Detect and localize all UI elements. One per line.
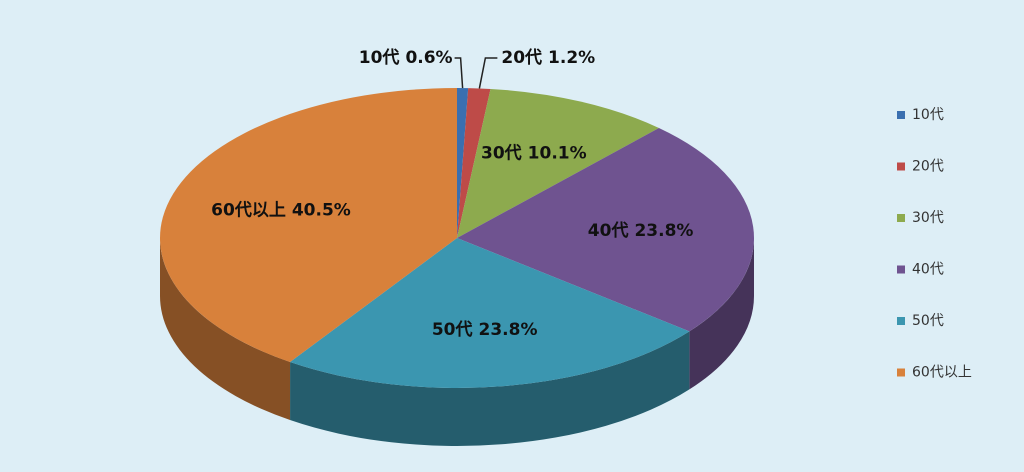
- leader-line: [478, 57, 498, 89]
- data-label: 20代 1.2%: [501, 47, 595, 68]
- legend-label: 30代: [912, 210, 944, 226]
- data-label-category: 10代: [359, 47, 400, 68]
- legend-swatch: [897, 162, 905, 171]
- legend-label: 10代: [912, 107, 944, 123]
- legend-label: 40代: [912, 262, 944, 278]
- data-label-value: 23.8%: [479, 320, 538, 340]
- data-label-category: 60代以上: [211, 200, 286, 221]
- data-label-category: 30代: [481, 142, 522, 163]
- data-label-value: 40.5%: [292, 201, 351, 221]
- slice: [457, 128, 754, 332]
- legend-swatch: [897, 111, 905, 119]
- data-label: 10代 0.6%: [359, 47, 453, 68]
- legend-swatch: [897, 368, 905, 377]
- data-label: 60代以上 40.5%: [211, 200, 351, 221]
- slice-side: [290, 331, 690, 446]
- data-label: 50代 23.8%: [432, 319, 538, 340]
- data-label-category: 20代: [501, 47, 542, 68]
- legend-label: 20代: [912, 159, 944, 175]
- slice: [160, 88, 458, 363]
- data-label-category: 50代: [432, 319, 473, 340]
- slice: [457, 88, 491, 238]
- slice: [457, 88, 469, 238]
- data-label: 40代 23.8%: [588, 220, 694, 241]
- slice: [457, 88, 659, 238]
- data-label: 30代 10.1%: [481, 142, 587, 163]
- data-label-value: 23.8%: [634, 221, 693, 241]
- slice-side: [160, 238, 291, 421]
- legend-label: 60代以上: [912, 365, 972, 381]
- data-label-category: 40代: [588, 220, 629, 241]
- legend-swatch: [897, 317, 905, 325]
- legend-label: 50代: [912, 313, 944, 329]
- data-label-value: 0.6%: [405, 48, 452, 68]
- data-label-value: 10.1%: [528, 143, 587, 163]
- legend-swatch: [897, 265, 905, 274]
- legend-swatch: [897, 214, 905, 222]
- leader-line: [454, 57, 464, 89]
- slice-side: [689, 238, 754, 390]
- data-label-value: 1.2%: [548, 48, 595, 68]
- slice: [290, 238, 690, 388]
